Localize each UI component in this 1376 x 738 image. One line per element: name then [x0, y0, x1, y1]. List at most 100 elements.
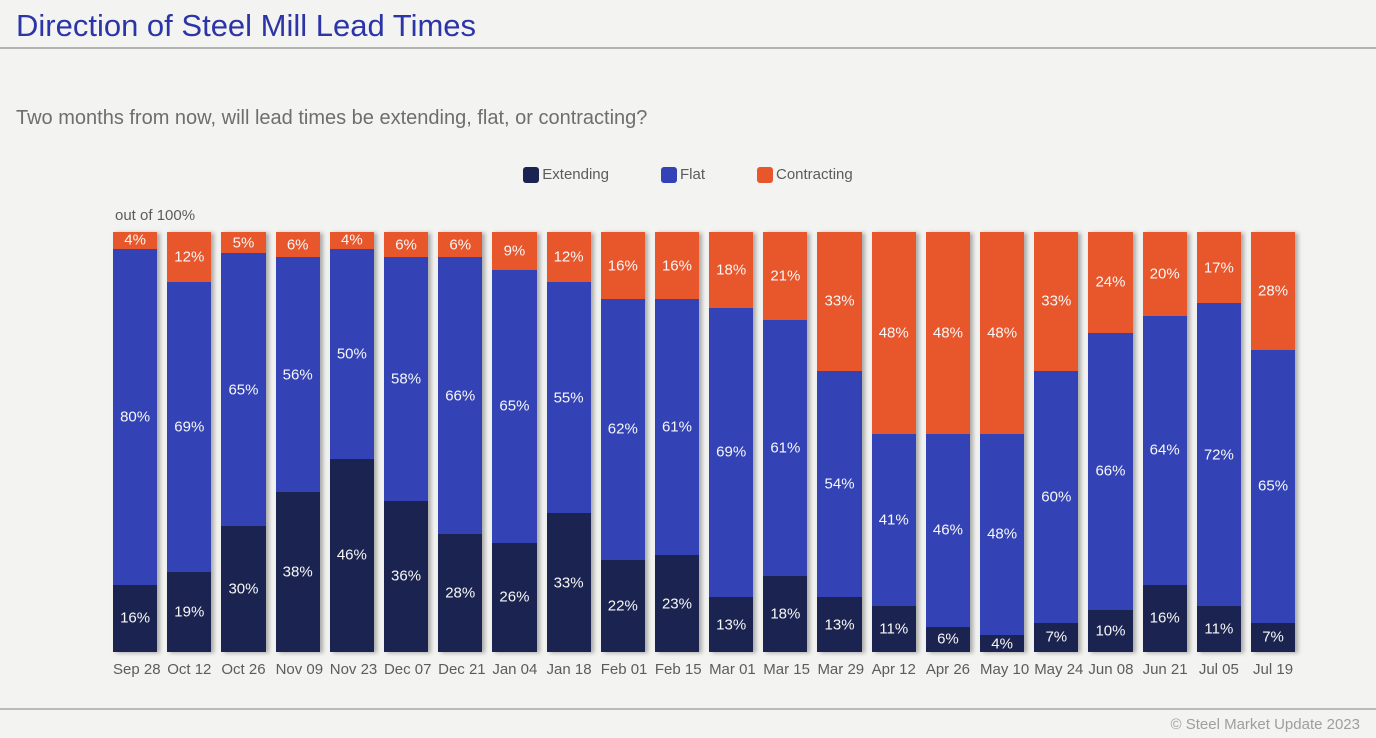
bar-column-mar-29: 33% 54% 13% Mar 29 — [817, 232, 865, 678]
bar-column-jan-04: 9% 65% 26% Jan 04 — [492, 232, 537, 678]
segment-extending: 23% — [654, 555, 700, 652]
x-axis-label: Jul 05 — [1198, 661, 1239, 678]
segment-contracting: 24% — [1088, 232, 1133, 333]
x-axis-label: Nov 09 — [275, 661, 324, 678]
segment-value-label: 33% — [553, 574, 584, 592]
segment-extending: 7% — [1034, 622, 1079, 652]
x-axis-label: May 24 — [1034, 661, 1084, 678]
segment-value-label: 33% — [824, 292, 855, 310]
segment-extending: 16% — [113, 584, 158, 652]
segment-contracting: 17% — [1196, 232, 1241, 304]
bar-column-apr-26: 48% 46% 6% Apr 26 — [925, 232, 970, 678]
stacked-bar: 5% 65% 30% — [221, 232, 266, 652]
segment-value-label: 55% — [553, 389, 584, 407]
x-axis-label: Jul 19 — [1253, 661, 1294, 678]
x-axis-label: May 10 — [980, 661, 1030, 678]
segment-flat: 61% — [654, 299, 700, 556]
segment-value-label: 7% — [1262, 628, 1284, 646]
segment-value-label: 48% — [987, 324, 1018, 342]
segment-contracting: 33% — [817, 232, 862, 371]
segment-value-label: 60% — [1041, 488, 1072, 506]
x-axis-label: Feb 15 — [654, 661, 702, 678]
segment-value-label: 13% — [716, 616, 747, 634]
segment-extending: 10% — [1088, 609, 1133, 652]
segment-value-label: 28% — [445, 584, 476, 602]
segment-value-label: 9% — [503, 242, 526, 260]
segment-value-label: 80% — [120, 408, 151, 426]
stacked-bar: 48% 48% 4% — [980, 232, 1025, 653]
segment-value-label: 46% — [336, 546, 367, 564]
segment-contracting: 20% — [1142, 232, 1187, 316]
stacked-bar: 48% 46% 6% — [925, 232, 970, 652]
stacked-bar: 33% 54% 13% — [817, 232, 862, 652]
segment-flat: 66% — [438, 257, 483, 535]
stacked-bar: 20% 64% 16% — [1142, 232, 1187, 652]
segment-contracting: 6% — [383, 232, 429, 258]
segment-value-label: 5% — [232, 234, 255, 251]
segment-value-label: 7% — [1045, 628, 1068, 646]
segment-value-label: 4% — [991, 635, 1013, 653]
legend-item-extending: Extending — [523, 166, 609, 183]
bar-column-sep-28: 4% 80% 16% Sep 28 — [113, 231, 161, 678]
stacked-bar: 12% 69% 19% — [167, 232, 212, 652]
segment-extending: 18% — [763, 576, 808, 652]
stacked-bar: 33% 60% 7% — [1034, 232, 1079, 652]
segment-value-label: 10% — [1095, 622, 1126, 640]
segment-extending: 30% — [221, 526, 266, 652]
segment-value-label: 54% — [824, 475, 855, 493]
stacked-bar: 6% 56% 38% — [275, 232, 320, 652]
segment-value-label: 20% — [1149, 265, 1180, 283]
segment-flat: 62% — [600, 299, 645, 560]
segment-contracting: 16% — [600, 232, 645, 300]
segment-contracting: 4% — [329, 232, 374, 249]
x-axis-label: Jun 08 — [1088, 661, 1134, 678]
segment-contracting: 6% — [275, 232, 320, 258]
segment-extending: 36% — [383, 500, 429, 652]
segment-flat: 64% — [1142, 316, 1187, 585]
stacked-bar: 6% 66% 28% — [438, 232, 483, 652]
segment-value-label: 28% — [1258, 282, 1289, 300]
segment-value-label: 64% — [1149, 441, 1180, 459]
segment-extending: 7% — [1250, 622, 1296, 652]
legend-label-flat: Flat — [679, 166, 705, 183]
segment-value-label: 24% — [1095, 273, 1126, 291]
chart-subtitle: Two months from now, will lead times be … — [16, 107, 648, 129]
segment-value-label: 65% — [228, 381, 259, 398]
segment-contracting: 28% — [1250, 232, 1296, 350]
stacked-bar: 16% 61% 23% — [654, 232, 700, 652]
bar-column-nov-23: 4% 50% 46% Nov 23 — [329, 232, 378, 678]
segment-value-label: 61% — [661, 418, 692, 436]
segment-value-label: 58% — [391, 370, 422, 388]
bar-column-may-24: 33% 60% 7% May 24 — [1034, 232, 1084, 678]
stacked-bar-chart: out of 100% 4% 80% 16% Sep 28 12% 69% 19% Oct 1… — [113, 207, 1296, 678]
segment-flat: 46% — [925, 433, 970, 627]
x-axis-label: Mar 29 — [817, 661, 865, 678]
bar-column-dec-07: 6% 58% 36% Dec 07 — [383, 232, 431, 678]
segment-value-label: 11% — [879, 620, 909, 638]
segment-extending: 16% — [1142, 584, 1187, 652]
title-divider — [0, 47, 1376, 49]
segment-value-label: 18% — [770, 605, 801, 623]
segment-extending: 33% — [546, 513, 591, 652]
segment-extending: 46% — [329, 458, 374, 652]
x-axis-label: Nov 23 — [329, 661, 378, 678]
segment-value-label: 21% — [770, 267, 801, 285]
segment-extending: 4% — [980, 635, 1025, 653]
segment-flat: 54% — [817, 370, 862, 598]
segment-value-label: 6% — [395, 236, 417, 254]
segment-value-label: 69% — [716, 443, 747, 461]
segment-contracting: 48% — [871, 232, 916, 434]
segment-value-label: 41% — [878, 511, 909, 529]
segment-value-label: 18% — [716, 261, 747, 279]
x-axis-label: Sep 28 — [113, 661, 161, 678]
segment-value-label: 4% — [124, 231, 146, 249]
segment-value-label: 38% — [282, 563, 313, 581]
segment-contracting: 4% — [113, 231, 158, 249]
segment-flat: 65% — [492, 269, 537, 543]
bar-column-jun-21: 20% 64% 16% Jun 21 — [1142, 232, 1188, 678]
stacked-bar: 21% 61% 18% — [763, 232, 808, 652]
segment-flat: 55% — [546, 282, 591, 514]
bar-column-jul-19: 28% 65% 7% Jul 19 — [1250, 232, 1296, 678]
bar-column-jul-05: 17% 72% 11% Jul 05 — [1196, 232, 1241, 678]
segment-flat: 66% — [1088, 332, 1133, 610]
